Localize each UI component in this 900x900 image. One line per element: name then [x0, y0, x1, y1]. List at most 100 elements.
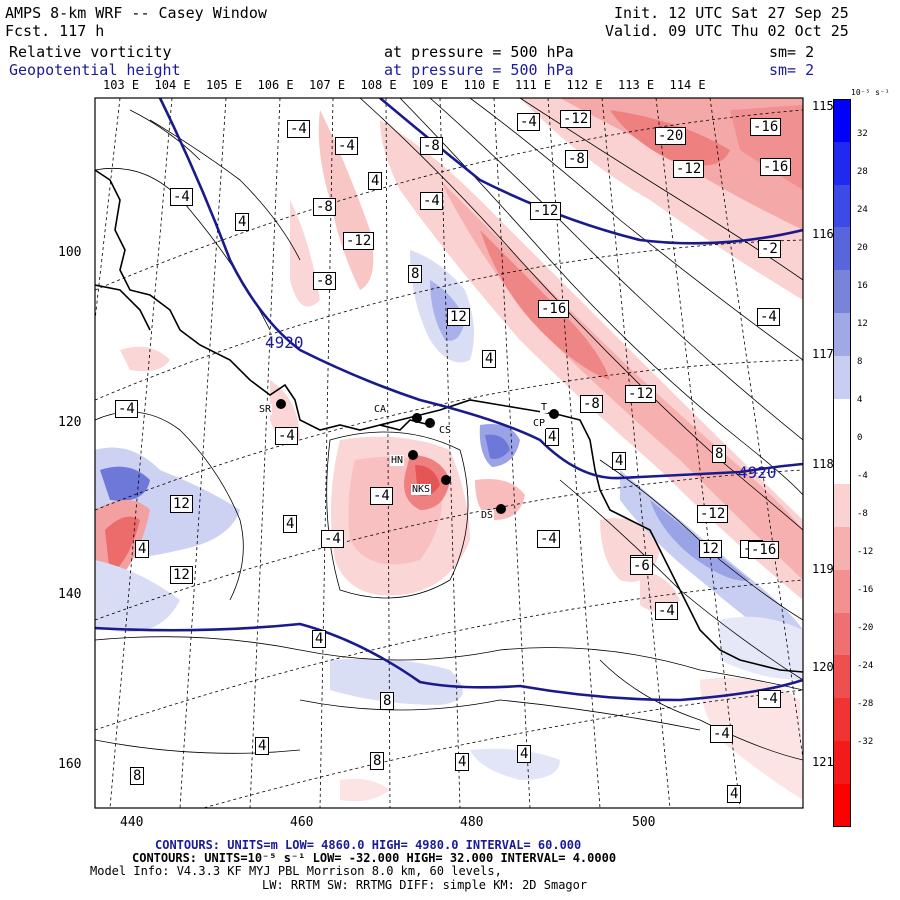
- vorticity-contour-label: -2: [758, 240, 781, 258]
- station-label: SR: [258, 404, 273, 415]
- forecast-hour: Fcst. 117 h: [5, 22, 105, 40]
- colorbar-segment: [833, 569, 851, 613]
- vorticity-contour-label: -4: [655, 602, 678, 620]
- colorbar-label: -32: [857, 737, 874, 747]
- field2-name: Geopotential height: [9, 61, 181, 79]
- vorticity-contour-label: 8: [380, 692, 395, 710]
- vorticity-contour-label: -16: [748, 541, 780, 559]
- vorticity-contour-label: -8: [313, 198, 336, 216]
- station-marker: [408, 450, 418, 460]
- vorticity-contour-label: 4: [283, 515, 298, 533]
- station-label: CA: [373, 404, 388, 415]
- top-lon-label: 114 E: [669, 78, 706, 92]
- top-lon-label: 108 E: [360, 78, 397, 92]
- colorbar-segment: [833, 99, 851, 142]
- map-title: AMPS 8-km WRF -- Casey Window: [5, 4, 267, 22]
- colorbar-label: -16: [857, 585, 874, 595]
- vorticity-contour-label: -12: [697, 505, 729, 523]
- vorticity-contour-label: -4: [321, 530, 344, 548]
- colorbar-label: 28: [857, 167, 868, 177]
- colorbar-segment: [833, 441, 851, 485]
- station-label: DS: [480, 510, 495, 521]
- colorbar-segment: [833, 655, 851, 699]
- valid-time: Valid. 09 UTC Thu 02 Oct 25: [605, 22, 849, 40]
- top-lon-label: 103 E: [103, 78, 140, 92]
- colorbar-label: 16: [857, 281, 868, 291]
- x-tick-label: 440: [120, 815, 144, 830]
- field2-smoothing: sm= 2: [769, 61, 815, 79]
- top-lon-label: 107 E: [309, 78, 346, 92]
- vorticity-contour-label: -12: [625, 385, 657, 403]
- station-label: T: [540, 402, 549, 413]
- vorticity-contour-label: -8: [313, 272, 336, 290]
- colorbar-segment: [833, 184, 851, 228]
- vorticity-contour-label: -12: [530, 202, 562, 220]
- vorticity-contour-label: 8: [712, 445, 727, 463]
- colorbar-segment: [833, 783, 851, 827]
- vorticity-contour-label: -4: [335, 137, 358, 155]
- colorbar-segment: [833, 270, 851, 313]
- vorticity-contour-label: 4: [255, 737, 270, 755]
- footer-height-contours: CONTOURS: UNITS=m LOW= 4860.0 HIGH= 4980…: [155, 838, 582, 852]
- colorbar-segment: [833, 227, 851, 271]
- vorticity-contour-label: -4: [710, 725, 733, 743]
- vorticity-contour-label: 4: [545, 428, 560, 446]
- vorticity-contour-label: 4: [612, 452, 627, 470]
- station-marker: [496, 504, 506, 514]
- colorbar-segment: [833, 355, 851, 399]
- height-contour-label: 4920: [738, 463, 777, 482]
- vorticity-contour-label: -8: [420, 137, 443, 155]
- colorbar-label: 8: [857, 357, 863, 367]
- vorticity-contour-label: -20: [655, 127, 687, 145]
- height-contour-label: 4920: [265, 333, 304, 352]
- station-marker: [276, 399, 286, 409]
- y-tick-label: 160: [58, 757, 82, 772]
- colorbar-segment: [833, 698, 851, 741]
- y-tick-label: 100: [58, 245, 82, 260]
- colorbar-label: 4: [857, 395, 863, 405]
- vorticity-contour-label: -12: [343, 232, 375, 250]
- colorbar-segment: [833, 741, 851, 784]
- x-tick-label: 500: [632, 815, 656, 830]
- vorticity-contour-label: 4: [235, 213, 250, 231]
- x-tick-label: 460: [290, 815, 314, 830]
- vorticity-contour-label: 4: [368, 172, 383, 190]
- vorticity-contour-label: 4: [312, 630, 327, 648]
- vorticity-contour-label: 4: [517, 745, 532, 763]
- colorbar-label: 20: [857, 243, 868, 253]
- vorticity-contour-label: -4: [420, 192, 443, 210]
- colorbar-segment: [833, 612, 851, 656]
- vorticity-contour-label: -4: [757, 308, 780, 326]
- vorticity-contour-label: 4: [727, 785, 742, 803]
- top-lon-label: 113 E: [618, 78, 655, 92]
- station-marker: [441, 475, 451, 485]
- colorbar-segment: [833, 398, 851, 442]
- station-marker: [412, 413, 422, 423]
- station-marker: [549, 409, 559, 419]
- station-label: HN: [390, 455, 405, 466]
- station-label: CS: [438, 425, 453, 436]
- colorbar-label: -24: [857, 661, 874, 671]
- colorbar-label: -20: [857, 623, 874, 633]
- footer-vorticity-contours: CONTOURS: UNITS=10⁻⁵ s⁻¹ LOW= -32.000 HI…: [132, 851, 617, 865]
- y-tick-label: 120: [58, 415, 82, 430]
- top-lon-label: 109 E: [412, 78, 449, 92]
- vorticity-contour-label: -4: [170, 188, 193, 206]
- top-lon-label: 104 E: [154, 78, 191, 92]
- colorbar-label: 12: [857, 319, 868, 329]
- x-tick-label: 480: [460, 815, 484, 830]
- footer-physics-info: LW: RRTM SW: RRTMG DIFF: simple KM: 2D S…: [262, 878, 588, 892]
- vorticity-contour-label: -4: [275, 427, 298, 445]
- footer-model-info: Model Info: V4.3.3 KF MYJ PBL Morrison 8…: [90, 864, 502, 878]
- field1-pressure: at pressure = 500 hPa: [384, 43, 574, 61]
- colorbar-units: 10⁻⁵ s⁻¹: [851, 88, 890, 97]
- y-tick-label: 140: [58, 587, 82, 602]
- top-lon-label: 106 E: [257, 78, 294, 92]
- top-lon-label: 112 E: [566, 78, 603, 92]
- colorbar-label: -28: [857, 699, 874, 709]
- top-lon-label: 111 E: [515, 78, 552, 92]
- field2-pressure: at pressure = 500 hPa: [384, 61, 574, 79]
- vorticity-contour-label: -16: [760, 158, 792, 176]
- top-lon-label: 110 E: [463, 78, 500, 92]
